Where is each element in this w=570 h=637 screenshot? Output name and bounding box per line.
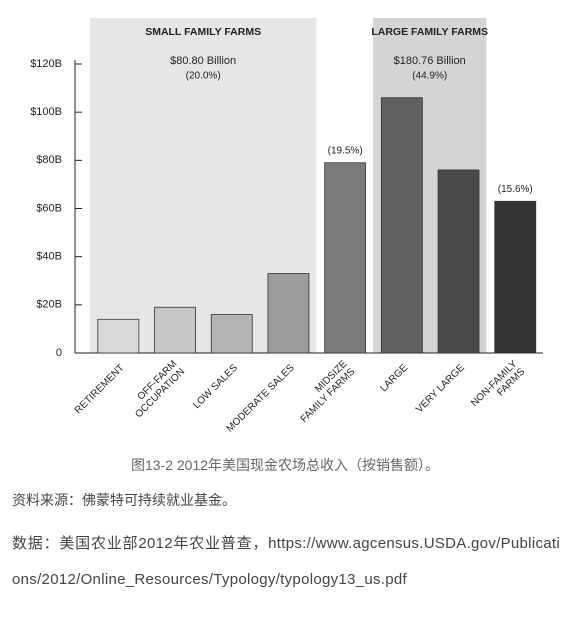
group-share: (44.9%)	[412, 71, 447, 82]
source: 资料来源：佛蒙特可持续就业基金。	[12, 492, 236, 508]
bar	[324, 162, 367, 354]
y-tick-label: $120B	[30, 58, 62, 70]
group-total: $180.76 Billion	[394, 55, 466, 67]
bar-note: (15.6%)	[498, 184, 533, 195]
bar	[437, 169, 480, 354]
bar	[97, 318, 140, 354]
bar	[210, 314, 253, 354]
x-tick-label: OFF-FARMOCCUPATION	[125, 358, 187, 420]
y-tick-label: $80B	[36, 154, 62, 166]
x-tick-label: MIDSIZEFAMILY FARMS	[291, 358, 358, 425]
x-tick-label: LARGE	[378, 362, 410, 394]
x-tick-label: VERY LARGE	[414, 362, 467, 415]
caption: 图13-2 2012年美国现金农场总收入（按销售额）。	[130, 457, 440, 473]
x-tick-label-line: LOW SALES	[191, 362, 240, 411]
x-tick-label-line: LARGE	[378, 362, 410, 394]
bar	[494, 200, 537, 354]
data-note: 数据：美国农业部2012年农业普查，https://www.agcensus.U…	[12, 535, 560, 588]
y-tick-label: $60B	[36, 202, 62, 214]
y-tick-label: $100B	[30, 106, 62, 118]
chart: SMALL FAMILY FARMS $80.80 Billion (20.0%) L…	[30, 18, 543, 434]
y-tick-label: 0	[56, 347, 62, 359]
group-title: LARGE FAMILY FARMS	[371, 26, 488, 38]
bar	[380, 97, 423, 354]
y-tick-label: $20B	[36, 299, 62, 311]
x-tick-label-line: VERY LARGE	[414, 362, 467, 415]
x-tick-label: RETIREMENT	[73, 362, 127, 416]
group-total: $80.80 Billion	[170, 55, 236, 67]
x-tick-label: LOW SALES	[191, 362, 240, 411]
group-title: SMALL FAMILY FARMS	[145, 26, 261, 38]
group-share: (20.0%)	[186, 71, 221, 82]
x-tick-label: NON-FAMILYFARMS	[469, 358, 527, 416]
y-tick-label: $40B	[36, 251, 62, 263]
bar	[267, 273, 310, 354]
bar	[154, 306, 196, 354]
bar-note: (19.5%)	[328, 145, 363, 156]
x-tick-label-line: RETIREMENT	[73, 362, 127, 416]
